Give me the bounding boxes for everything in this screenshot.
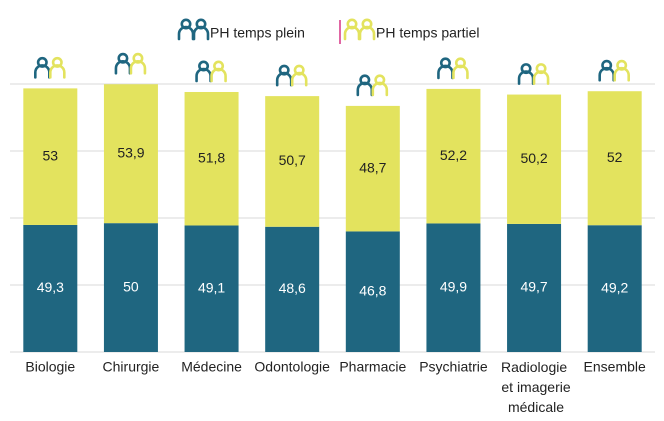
value-label: 53,9 <box>117 144 144 160</box>
person-icon <box>114 52 132 75</box>
person-icon <box>192 18 210 41</box>
person-body <box>192 25 210 41</box>
person-body <box>371 81 389 97</box>
person-icon <box>517 63 535 85</box>
person-icon <box>275 64 293 87</box>
value-label: 52 <box>607 149 623 165</box>
person-icon <box>598 59 615 82</box>
person-icon <box>210 60 227 83</box>
bar-segment <box>345 231 400 352</box>
person-body <box>49 64 66 79</box>
person-body <box>358 25 376 41</box>
person-icon <box>356 74 374 97</box>
value-label: 46,8 <box>359 282 386 298</box>
bar-segment <box>587 91 642 226</box>
value-label: 50,7 <box>279 152 306 168</box>
legend-label: PH temps plein <box>210 25 305 41</box>
person-icon <box>34 56 51 79</box>
person-icon <box>452 57 469 80</box>
value-label: 48,6 <box>279 280 306 296</box>
value-label: 49,9 <box>440 278 467 294</box>
person-body <box>452 64 469 80</box>
value-label: 49,2 <box>601 279 628 295</box>
person-body <box>129 59 147 75</box>
person-body <box>532 70 550 85</box>
value-label: 49,3 <box>37 279 64 295</box>
bar-segment <box>587 225 642 352</box>
person-body <box>210 67 227 83</box>
person-body <box>613 66 630 82</box>
person-icon <box>49 56 66 79</box>
x-tick-label: Ensemble <box>584 359 646 375</box>
person-icon <box>371 74 389 97</box>
person-icon <box>290 64 308 87</box>
bar-segment <box>265 226 320 352</box>
value-label: 50,2 <box>520 150 547 166</box>
x-tick-label: Chirurgie <box>103 359 160 375</box>
value-label: 51,8 <box>198 149 225 165</box>
value-label: 49,1 <box>198 279 225 295</box>
bar-segment <box>103 84 158 224</box>
bar-segment <box>23 88 78 225</box>
value-label: 52,2 <box>440 147 467 163</box>
person-icon <box>177 18 195 41</box>
value-label: 49,7 <box>520 279 547 295</box>
bar-segment <box>23 224 78 352</box>
bar-segment <box>507 223 562 352</box>
bar-segment <box>426 223 481 352</box>
x-tick-label: Pharmacie <box>339 359 406 375</box>
x-tick-label: Radiologie et imagerie médicale <box>497 359 570 415</box>
person-icon <box>532 63 550 85</box>
person-icon <box>437 57 454 80</box>
bar-segment <box>184 225 239 352</box>
value-label: 53 <box>43 147 59 163</box>
person-icon <box>129 52 147 75</box>
person-icon <box>343 18 361 41</box>
person-icon <box>358 18 376 41</box>
bar-segment <box>265 96 320 227</box>
bar-segment <box>345 105 400 232</box>
legend-label: PH temps partiel <box>376 25 479 41</box>
bar-segment <box>507 94 562 224</box>
bar-segment <box>184 91 239 226</box>
person-body <box>290 71 308 87</box>
value-label: 48,7 <box>359 159 386 175</box>
value-label: 50 <box>123 278 139 294</box>
person-icon <box>195 60 212 83</box>
bar-segment <box>426 88 481 224</box>
x-tick-label: Biologie <box>25 359 75 375</box>
bar-segment <box>103 223 158 352</box>
x-tick-label: Odontologie <box>254 359 330 375</box>
x-tick-label: Médecine <box>181 359 242 375</box>
person-icon <box>613 59 630 82</box>
x-tick-label: Psychiatrie <box>419 359 488 375</box>
